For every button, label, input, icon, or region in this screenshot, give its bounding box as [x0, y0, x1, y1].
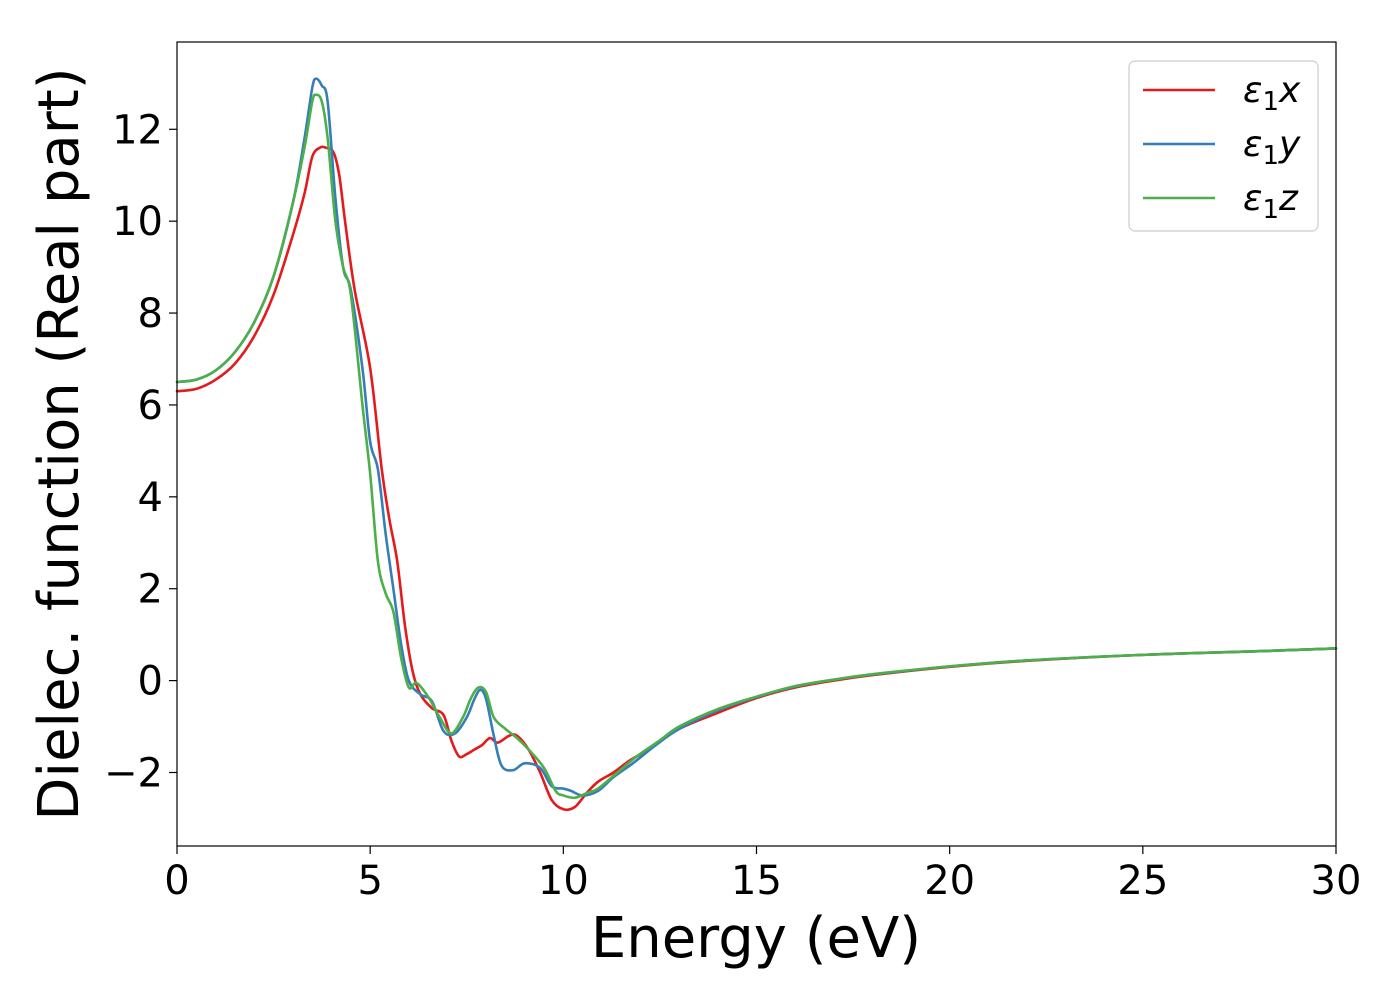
y-tick-label: 4 — [138, 475, 163, 521]
x-tick-label: 30 — [1311, 858, 1362, 904]
y-axis-label: Dielec. function (Real part) — [27, 67, 92, 820]
y-tick-label: 2 — [138, 567, 163, 613]
y-axis-ticks: −2 0 2 4 6 8 10 12 — [104, 107, 177, 796]
x-axis-ticks: 0 5 10 15 20 25 30 — [164, 846, 1361, 904]
y-tick-label: 6 — [138, 383, 163, 429]
legend-label-z: ε1z — [1243, 178, 1299, 225]
x-tick-label: 25 — [1117, 858, 1168, 904]
y-tick-label: 10 — [112, 199, 163, 245]
series-line-z — [175, 93, 1338, 800]
legend-label-x: ε1x — [1243, 70, 1301, 117]
y-tick-label: 0 — [138, 659, 163, 705]
y-tick-label: 8 — [138, 291, 163, 337]
legend-label-y: ε1y — [1243, 124, 1301, 171]
legend: ε1x ε1y ε1z — [1128, 60, 1319, 232]
x-tick-label: 0 — [164, 858, 189, 904]
x-tick-label: 5 — [357, 858, 382, 904]
legend-box — [1128, 60, 1319, 232]
x-axis-label: Energy (eV) — [591, 906, 921, 971]
y-tick-label: 12 — [112, 107, 163, 153]
x-tick-label: 15 — [731, 858, 782, 904]
series-lines — [175, 77, 1338, 812]
x-tick-label: 20 — [924, 858, 975, 904]
x-tick-label: 10 — [538, 858, 589, 904]
y-tick-label: −2 — [104, 750, 163, 796]
